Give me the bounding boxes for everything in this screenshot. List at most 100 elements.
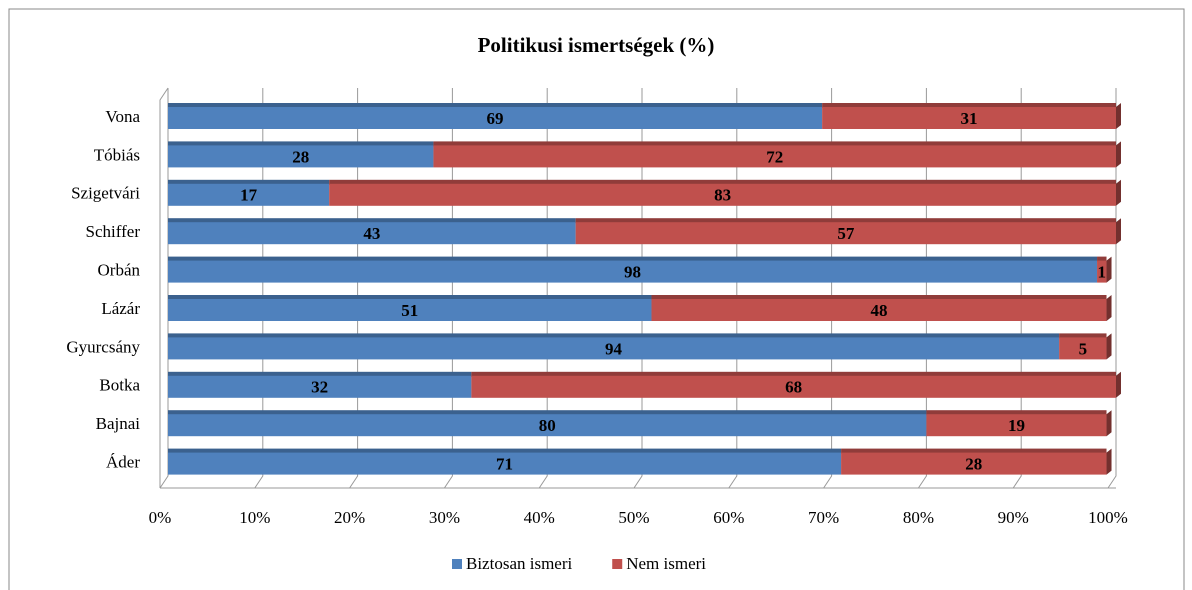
- bar: [168, 183, 330, 206]
- data-label: 32: [311, 378, 328, 397]
- x-tick-label: 40%: [524, 508, 555, 527]
- bar-side: [1116, 141, 1121, 168]
- bar-side: [1106, 333, 1112, 360]
- bar: [1097, 260, 1107, 283]
- data-label: 57: [837, 224, 855, 243]
- bar: [1059, 337, 1107, 360]
- data-label: 48: [871, 301, 888, 320]
- bar: [168, 452, 842, 475]
- data-label: 71: [496, 455, 513, 474]
- bar-top: [1059, 333, 1107, 339]
- bar-side: [1106, 448, 1112, 475]
- data-label: 68: [785, 378, 802, 397]
- y-tick-label: Botka: [99, 376, 140, 395]
- grid-line: [159, 88, 169, 489]
- bar: [926, 414, 1107, 437]
- x-tick-label: 10%: [239, 508, 270, 527]
- grid-line: [728, 88, 738, 489]
- bar-side: [1106, 410, 1112, 437]
- data-label: 31: [961, 109, 978, 128]
- x-tick-label: 100%: [1088, 508, 1128, 527]
- grid-line: [349, 88, 359, 489]
- legend-swatch: [452, 559, 462, 569]
- data-label: 94: [605, 339, 623, 358]
- bar: [168, 222, 576, 245]
- grid-line: [1012, 88, 1022, 489]
- data-label: 72: [766, 147, 783, 166]
- x-tick-label: 80%: [903, 508, 934, 527]
- bar: [329, 183, 1116, 206]
- bar: [168, 260, 1098, 283]
- data-label: 28: [965, 455, 982, 474]
- bar: [841, 452, 1107, 475]
- bar-top: [433, 141, 1116, 147]
- bar-top: [1097, 256, 1107, 262]
- x-tick-label: 50%: [618, 508, 649, 527]
- bar-top: [168, 333, 1060, 339]
- data-label: 1: [1098, 263, 1107, 282]
- bar: [168, 337, 1060, 360]
- x-tick-label: 0%: [149, 508, 172, 527]
- data-label: 28: [292, 147, 309, 166]
- grid-line: [823, 88, 833, 489]
- legend-label: Nem ismeri: [626, 554, 706, 573]
- bar-top: [168, 448, 842, 454]
- bar-side: [1116, 218, 1121, 245]
- chart-title: Politikusi ismertségek (%): [478, 33, 715, 57]
- bar-top: [168, 103, 823, 108]
- bar-side: [1106, 295, 1112, 321]
- grid-line: [917, 88, 927, 489]
- data-label: 83: [714, 186, 731, 205]
- x-tick-label: 70%: [808, 508, 839, 527]
- bar: [168, 414, 927, 437]
- data-label: 51: [401, 301, 418, 320]
- grid-line: [633, 88, 643, 489]
- bar: [168, 375, 472, 398]
- bar-top: [329, 179, 1116, 185]
- axis-wall: [159, 87, 169, 488]
- bar-top: [168, 295, 652, 300]
- bar-side: [1106, 256, 1112, 283]
- bar: [575, 222, 1116, 245]
- grid-line: [538, 88, 548, 489]
- bar: [822, 107, 1116, 129]
- y-tick-label: Bajnai: [96, 414, 141, 433]
- y-tick-label: Áder: [106, 453, 140, 472]
- x-tick-label: 60%: [713, 508, 744, 527]
- bar-top: [471, 371, 1116, 377]
- y-tick-label: Gyurcsány: [66, 337, 140, 356]
- data-label: 69: [487, 109, 504, 128]
- y-tick-label: Tóbiás: [94, 145, 140, 164]
- y-tick-label: Lázár: [101, 299, 140, 318]
- grid-line: [1107, 88, 1117, 489]
- bar: [433, 145, 1116, 168]
- x-tick-label: 90%: [998, 508, 1029, 527]
- bar-top: [575, 218, 1116, 224]
- bar: [168, 299, 652, 321]
- data-label: 43: [363, 224, 380, 243]
- legend-swatch: [612, 559, 623, 569]
- bar: [168, 145, 434, 168]
- data-label: 98: [624, 263, 641, 282]
- bar-top: [168, 141, 434, 147]
- bar-top: [168, 371, 472, 377]
- legend-label: Biztosan ismeri: [466, 554, 573, 573]
- x-tick-label: 20%: [334, 508, 365, 527]
- grid-line: [254, 88, 264, 489]
- data-label: 5: [1079, 339, 1088, 358]
- data-label: 17: [240, 186, 258, 205]
- bar-top: [168, 410, 927, 416]
- bar-top: [168, 218, 576, 224]
- y-tick-label: Vona: [105, 107, 140, 126]
- bar-top: [168, 256, 1098, 262]
- y-tick-label: Schiffer: [86, 222, 141, 241]
- bar: [651, 299, 1107, 321]
- x-tick-label: 30%: [429, 508, 460, 527]
- data-label: 80: [539, 416, 556, 435]
- bar-top: [168, 179, 330, 185]
- bar-top: [651, 295, 1107, 300]
- bar-side: [1116, 179, 1121, 206]
- data-label: 19: [1008, 416, 1025, 435]
- bar-top: [841, 448, 1107, 454]
